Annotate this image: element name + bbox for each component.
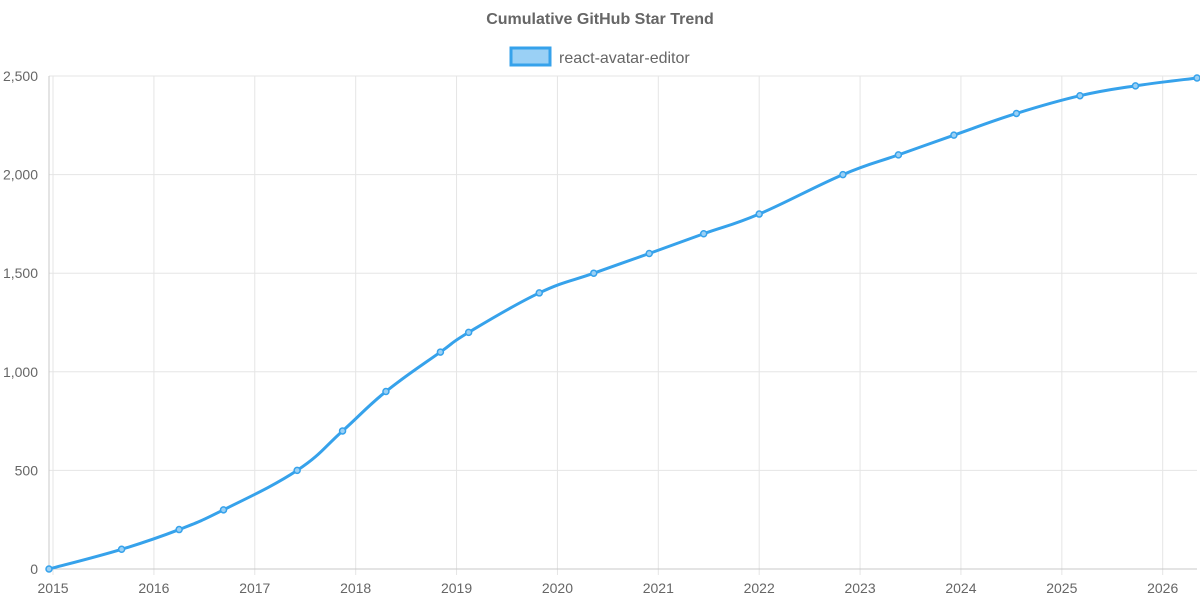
x-tick-label: 2024 (945, 580, 976, 596)
data-point[interactable] (117, 545, 126, 554)
series-line (47, 76, 1199, 571)
data-point[interactable] (894, 151, 903, 159)
x-tick-label: 2019 (441, 580, 472, 596)
legend-swatch[interactable] (509, 46, 552, 67)
chart-title: Cumulative GitHub Star Trend (486, 11, 714, 28)
data-point[interactable] (589, 269, 598, 277)
y-tick-label: 2,000 (3, 167, 38, 183)
x-tick-label: 2022 (744, 580, 775, 596)
data-point[interactable] (755, 210, 763, 218)
legend[interactable]: react-avatar-editor (509, 46, 690, 67)
data-point[interactable] (1076, 91, 1084, 100)
x-tick-label: 2021 (643, 580, 674, 596)
x-tick-label: 2026 (1147, 580, 1178, 596)
x-tick-label: 2023 (844, 580, 875, 596)
data-point[interactable] (293, 466, 301, 475)
y-tick-label: 1,000 (3, 364, 38, 380)
data-point[interactable] (699, 230, 708, 238)
data-point[interactable] (338, 427, 347, 435)
data-point[interactable] (839, 170, 847, 179)
x-tick-label: 2020 (542, 580, 573, 596)
x-tick-label: 2017 (239, 580, 270, 596)
y-tick-label: 500 (15, 462, 39, 478)
data-point[interactable] (950, 131, 958, 139)
data-point[interactable] (436, 348, 445, 356)
data-point[interactable] (1131, 82, 1140, 90)
data-point[interactable] (535, 289, 544, 297)
gridlines (49, 75, 1197, 575)
x-tick-label: 2025 (1046, 580, 1077, 596)
legend-label[interactable]: react-avatar-editor (559, 50, 690, 67)
data-point[interactable] (219, 506, 228, 514)
x-tick-label: 2015 (37, 580, 68, 596)
y-tick-label: 2,500 (3, 68, 38, 84)
data-point[interactable] (45, 565, 53, 573)
axes (48, 76, 1197, 570)
data-point[interactable] (464, 328, 473, 337)
y-tick-label: 0 (30, 561, 38, 577)
series (45, 74, 1200, 573)
data-point[interactable] (1193, 74, 1200, 82)
data-point[interactable] (175, 525, 183, 534)
data-point[interactable] (382, 387, 390, 396)
data-point[interactable] (1012, 109, 1021, 118)
tick-labels: 0 500 1,000 1,500 2,000 2,500 2015 2016 2017 2018… (3, 68, 1179, 596)
data-point[interactable] (645, 249, 653, 258)
x-tick-label: 2016 (138, 580, 169, 596)
x-tick-label: 2018 (340, 580, 371, 596)
y-tick-label: 1,500 (3, 265, 38, 281)
